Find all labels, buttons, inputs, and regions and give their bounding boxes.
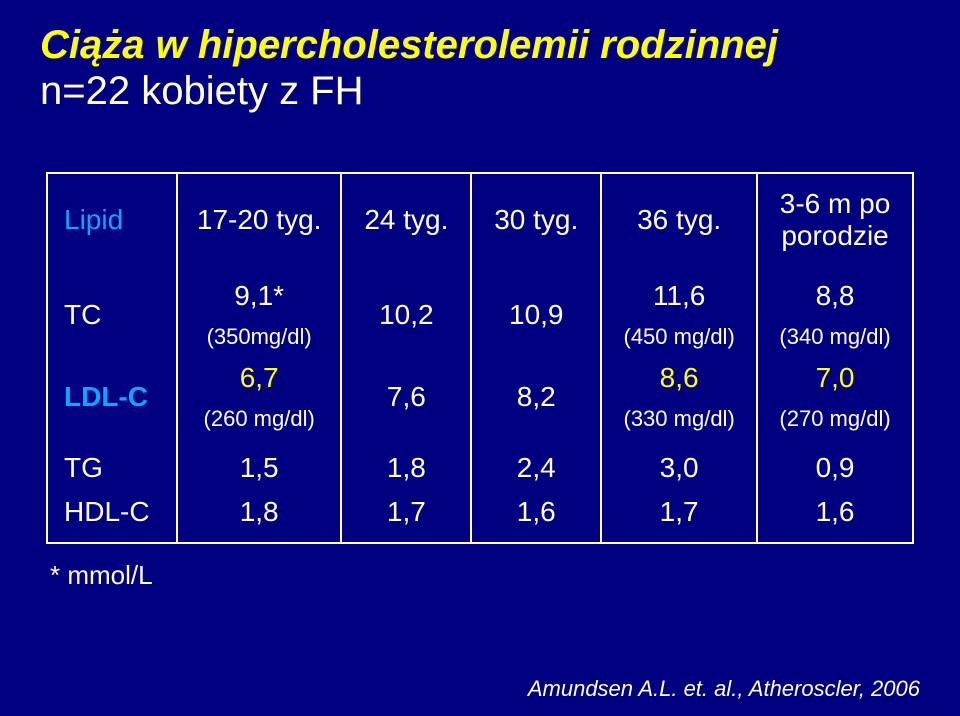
ldl-v4: 8,6 [601, 356, 757, 400]
tg-v2: 1,8 [341, 438, 471, 490]
lipid-table: Lipid 17-20 tyg. 24 tyg. 30 tyg. 36 tyg.… [46, 172, 914, 544]
tc-v2: 10,2 [341, 266, 471, 356]
tc-v5: 8,8 [757, 266, 913, 318]
tg-row: TG 1,5 1,8 2,4 3,0 0,9 [47, 438, 913, 490]
hdl-v1: 1,8 [177, 490, 342, 543]
hdl-v2: 1,7 [341, 490, 471, 543]
slide: Ciąża w hipercholesterolemii rodzinnej n… [0, 0, 960, 716]
header-c2: 24 tyg. [341, 173, 471, 266]
tc-v5-sub: (340 mg/dl) [757, 318, 913, 356]
tg-v4: 3,0 [601, 438, 757, 490]
tc-v3: 10,9 [471, 266, 601, 356]
ldl-v5: 7,0 [757, 356, 913, 400]
tc-v1-sub: (350mg/dl) [177, 318, 342, 356]
hdl-v5: 1,6 [757, 490, 913, 543]
ldl-v5-sub: (270 mg/dl) [757, 400, 913, 438]
title-line1: Ciąża w hipercholesterolemii rodzinnej [40, 23, 778, 67]
header-c5-line1: 3-6 m po [780, 188, 891, 219]
tc-v1: 9,1* [177, 266, 342, 318]
footnote: * mmol/L [40, 560, 920, 591]
header-c1: 17-20 tyg. [177, 173, 342, 266]
hdl-v3: 1,6 [471, 490, 601, 543]
table-container: Lipid 17-20 tyg. 24 tyg. 30 tyg. 36 tyg.… [40, 172, 920, 544]
tg-v5: 0,9 [757, 438, 913, 490]
tg-v3: 2,4 [471, 438, 601, 490]
ldl-v1-sub: (260 mg/dl) [177, 400, 342, 438]
slide-title: Ciąża w hipercholesterolemii rodzinnej n… [40, 22, 920, 114]
header-c5-line2: porodzie [781, 220, 888, 251]
tc-v4-sub: (450 mg/dl) [601, 318, 757, 356]
ldl-v1: 6,7 [177, 356, 342, 400]
header-row: Lipid 17-20 tyg. 24 tyg. 30 tyg. 36 tyg.… [47, 173, 913, 266]
ldl-v3: 8,2 [471, 356, 601, 438]
ldl-v4-sub: (330 mg/dl) [601, 400, 757, 438]
hdl-label: HDL-C [47, 490, 177, 543]
tg-v1: 1,5 [177, 438, 342, 490]
header-lipid: Lipid [47, 173, 177, 266]
header-c4: 36 tyg. [601, 173, 757, 266]
tg-label: TG [47, 438, 177, 490]
ldl-label: LDL-C [47, 356, 177, 438]
hdl-row: HDL-C 1,8 1,7 1,6 1,7 1,6 [47, 490, 913, 543]
header-c3: 30 tyg. [471, 173, 601, 266]
title-line2: n=22 kobiety z FH [40, 69, 364, 113]
header-c5: 3-6 m po porodzie [757, 173, 913, 266]
tc-label: TC [47, 266, 177, 356]
hdl-v4: 1,7 [601, 490, 757, 543]
ldl-v2: 7,6 [341, 356, 471, 438]
tc-row-values: TC 9,1* 10,2 10,9 11,6 8,8 [47, 266, 913, 318]
ldl-row-values: LDL-C 6,7 7,6 8,2 8,6 7,0 [47, 356, 913, 400]
citation: Amundsen A.L. et. al., Atheroscler, 2006 [528, 676, 920, 702]
tc-v4: 11,6 [601, 266, 757, 318]
